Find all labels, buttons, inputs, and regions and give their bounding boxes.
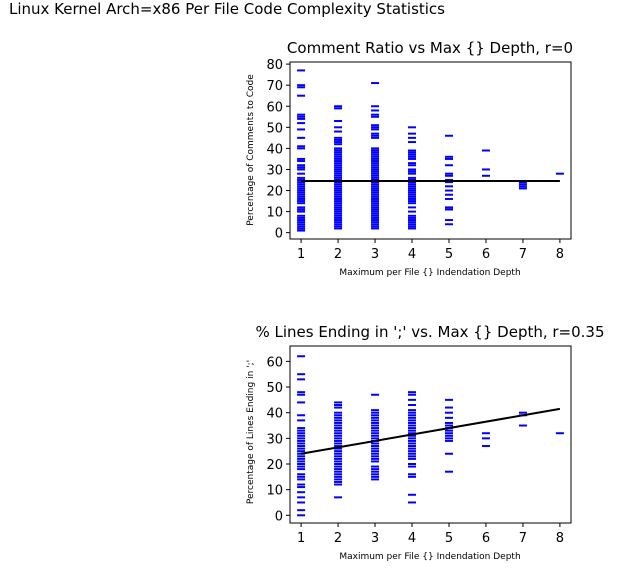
x-axis-label: Maximum per File {} Indendation Depth (339, 552, 520, 562)
y-tick-label: 40 (266, 142, 283, 157)
y-axis: 0 10 20 30 40 50 60 70 80 (266, 58, 290, 242)
x-tick-label: 1 (297, 247, 305, 262)
y-tick-label: 10 (266, 206, 283, 221)
y-tick-label: 50 (266, 121, 283, 136)
chart-comment-ratio: Comment Ratio vs Max {} Depth, r=0 1 2 3 4 5… (246, 39, 573, 278)
x-axis: 1 2 3 4 5 6 7 8 (297, 523, 564, 546)
x-tick-label: 5 (445, 531, 453, 546)
chart-lines-ending-semicolon: % Lines Ending in ';' vs. Max {} Depth, … (246, 323, 605, 562)
y-tick-label: 60 (266, 100, 283, 115)
x-tick-label: 1 (297, 531, 305, 546)
y-tick-label: 0 (275, 227, 283, 242)
y-tick-label: 70 (266, 79, 283, 94)
y-axis-label: Percentage of Lines Ending in ';' (246, 360, 256, 504)
x-tick-label: 2 (334, 247, 342, 262)
x-tick-label: 8 (556, 247, 564, 262)
y-tick-label: 80 (266, 58, 283, 73)
x-tick-label: 7 (519, 247, 527, 262)
plot-frame (289, 345, 572, 524)
x-tick-label: 7 (519, 531, 527, 546)
y-tick-label: 60 (266, 355, 283, 370)
y-axis-label: Percentage of Comments to Code (246, 74, 256, 226)
chart-marks (297, 355, 564, 517)
y-tick-label: 20 (266, 185, 283, 200)
x-tick-label: 6 (482, 531, 490, 546)
y-tick-label: 30 (266, 432, 283, 447)
figure-suptitle: Linux Kernel Arch=x86 Per File Code Comp… (9, 0, 445, 18)
y-axis: 0 10 20 30 40 50 60 (266, 355, 290, 524)
x-tick-label: 8 (556, 531, 564, 546)
plot-frame (289, 61, 572, 240)
x-tick-label: 4 (408, 247, 416, 262)
x-axis: 1 2 3 4 5 6 7 8 (297, 239, 564, 262)
y-tick-label: 10 (266, 484, 283, 499)
x-tick-label: 3 (371, 531, 379, 546)
chart-marks (297, 69, 564, 232)
chart-title: % Lines Ending in ';' vs. Max {} Depth, … (255, 323, 604, 341)
x-tick-label: 5 (445, 247, 453, 262)
x-tick-label: 4 (408, 531, 416, 546)
x-tick-label: 6 (482, 247, 490, 262)
fit-line (300, 407, 561, 455)
x-tick-label: 3 (371, 247, 379, 262)
y-tick-label: 40 (266, 407, 283, 422)
y-tick-label: 30 (266, 163, 283, 178)
x-axis-label: Maximum per File {} Indendation Depth (339, 268, 520, 278)
y-tick-label: 20 (266, 458, 283, 473)
chart-title: Comment Ratio vs Max {} Depth, r=0 (287, 39, 573, 57)
y-tick-label: 50 (266, 381, 283, 396)
x-tick-label: 2 (334, 531, 342, 546)
y-tick-label: 0 (275, 509, 283, 524)
